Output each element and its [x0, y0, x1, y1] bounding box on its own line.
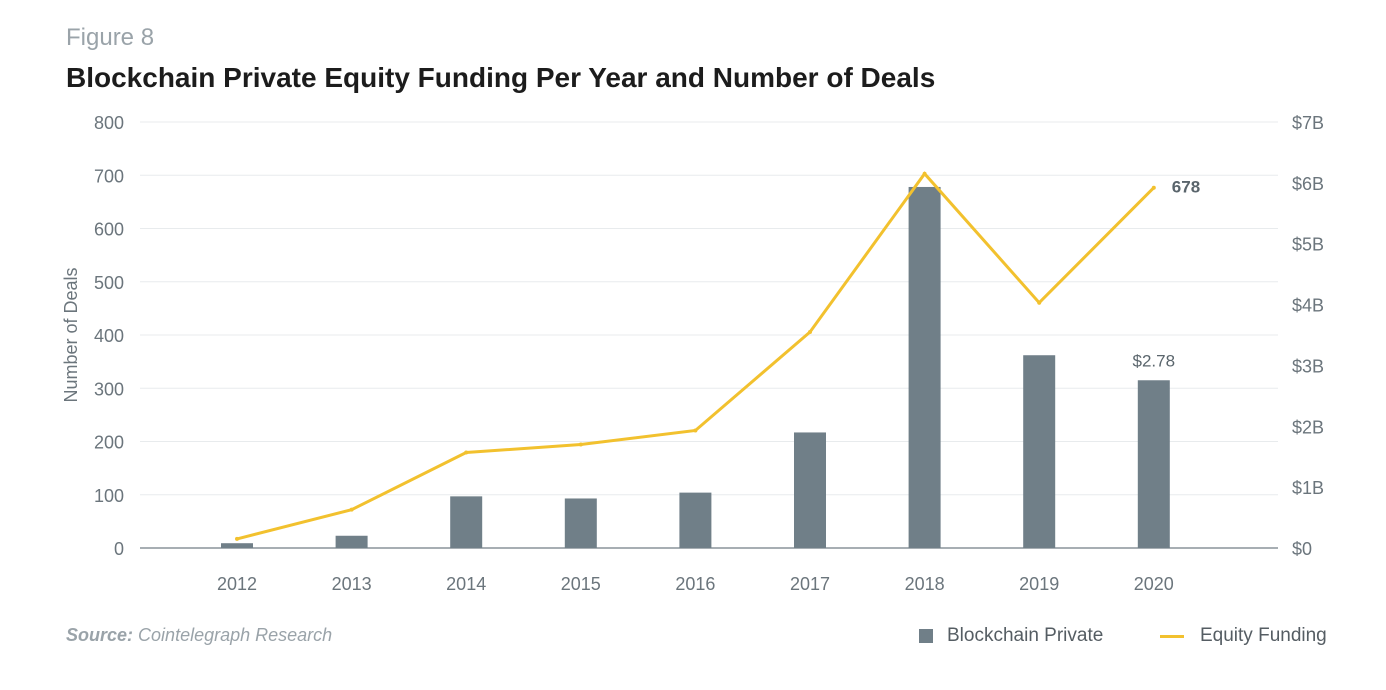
y-tick-label: 300	[94, 379, 124, 399]
data-label-bar-2020: $2.78	[1133, 351, 1176, 370]
y2-tick-label: $4B	[1292, 296, 1324, 316]
line-point	[1037, 300, 1042, 305]
x-tick-label: 2017	[790, 574, 830, 594]
figure-label: Figure 8	[66, 24, 155, 51]
source-text: Cointelegraph Research	[138, 625, 333, 645]
bar	[221, 543, 253, 548]
y-tick-label: 600	[94, 220, 124, 240]
y2-tick-label: $7B	[1292, 113, 1324, 133]
legend-item-line: Equity Funding	[1160, 624, 1327, 648]
data-label-line-2020: 678	[1172, 178, 1200, 197]
bar	[335, 535, 368, 548]
line-point	[464, 450, 469, 455]
legend-swatch-bars	[919, 629, 933, 643]
bar	[679, 492, 712, 548]
y-tick-label: 100	[94, 486, 124, 506]
legend-swatch-line	[1160, 634, 1184, 638]
line-point	[578, 442, 583, 447]
x-tick-label: 2019	[1019, 574, 1059, 594]
source-note: Source: Cointelegraph Research	[66, 625, 332, 646]
bar	[1023, 355, 1056, 548]
y-tick-label: 700	[94, 166, 124, 186]
line-point	[808, 329, 812, 334]
y2-tick-label: $6B	[1292, 174, 1324, 194]
line-point	[922, 171, 927, 176]
y-tick-label: 500	[94, 273, 124, 293]
chart-title: Blockchain Private Equity Funding Per Ye…	[66, 62, 936, 93]
y2-tick-label: $2B	[1292, 417, 1324, 437]
line-point	[693, 428, 698, 433]
x-tick-label: 2013	[332, 574, 372, 594]
bar	[564, 498, 597, 548]
y2-tick-label: $5B	[1292, 235, 1324, 255]
x-tick-label: 2015	[561, 574, 601, 594]
y2-tick-label: $0	[1292, 539, 1312, 559]
y-tick-label: 0	[114, 539, 124, 559]
x-tick-label: 2020	[1134, 574, 1174, 594]
y-tick-label: 800	[94, 113, 124, 133]
bar	[1137, 380, 1170, 548]
bar	[450, 496, 483, 548]
y2-tick-label: $1B	[1292, 478, 1324, 498]
line-point	[349, 507, 354, 512]
bar	[908, 186, 941, 548]
line-point	[1151, 185, 1156, 190]
legend-item-bars: Blockchain Private	[919, 624, 1103, 648]
y-tick-label: 200	[94, 433, 124, 453]
x-tick-label: 2012	[217, 574, 257, 594]
legend-label-bars: Blockchain Private	[947, 625, 1104, 646]
source-label: Source:	[66, 625, 134, 645]
y-axis-label: Number of Deals	[61, 267, 81, 402]
y2-tick-label: $3B	[1292, 356, 1324, 376]
legend-label-line: Equity Funding	[1200, 625, 1327, 646]
x-tick-label: 2016	[675, 574, 715, 594]
y-tick-label: 400	[94, 326, 124, 346]
line-point	[235, 536, 239, 541]
x-tick-label: 2018	[905, 574, 945, 594]
x-tick-label: 2014	[446, 574, 486, 594]
bar	[794, 432, 826, 548]
